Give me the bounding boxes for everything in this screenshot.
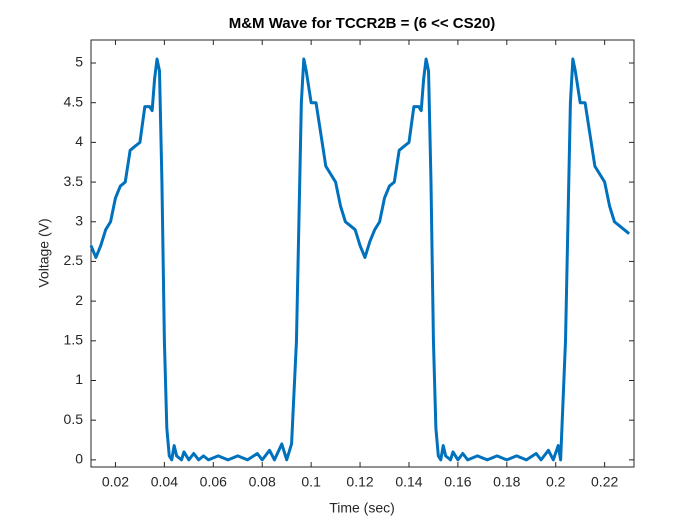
x-tick-label: 0.16 bbox=[444, 474, 471, 490]
y-tick-label: 2.5 bbox=[64, 252, 84, 268]
x-tick-label: 0.12 bbox=[346, 474, 373, 490]
x-tick-label: 0.18 bbox=[493, 474, 520, 490]
y-tick-label: 0 bbox=[75, 451, 83, 467]
x-tick-label: 0.04 bbox=[151, 474, 178, 490]
y-tick-label: 1 bbox=[75, 371, 83, 387]
x-axis-label: Time (sec) bbox=[329, 500, 395, 516]
y-tick-label: 3.5 bbox=[64, 173, 84, 189]
x-tick-label: 0.2 bbox=[546, 474, 566, 490]
y-axis-label: Voltage (V) bbox=[36, 218, 52, 287]
y-tick-label: 3 bbox=[75, 212, 83, 228]
y-tick-label: 4.5 bbox=[64, 93, 84, 109]
data-line bbox=[89, 57, 631, 462]
y-tick-label: 4 bbox=[75, 133, 83, 149]
y-tick-label: 5 bbox=[75, 54, 83, 70]
x-tick-label: 0.06 bbox=[200, 474, 227, 490]
x-tick-label: 0.14 bbox=[395, 474, 422, 490]
x-tick-label: 0.22 bbox=[591, 474, 618, 490]
x-tick-label: 0.08 bbox=[249, 474, 276, 490]
y-tick-label: 0.5 bbox=[64, 411, 84, 427]
y-tick-label: 1.5 bbox=[64, 332, 84, 348]
chart-title: M&M Wave for TCCR2B = (6 << CS20) bbox=[229, 15, 496, 32]
x-tick-label: 0.02 bbox=[102, 474, 129, 490]
x-tick-label: 0.1 bbox=[301, 474, 321, 490]
y-tick-label: 2 bbox=[75, 292, 83, 308]
